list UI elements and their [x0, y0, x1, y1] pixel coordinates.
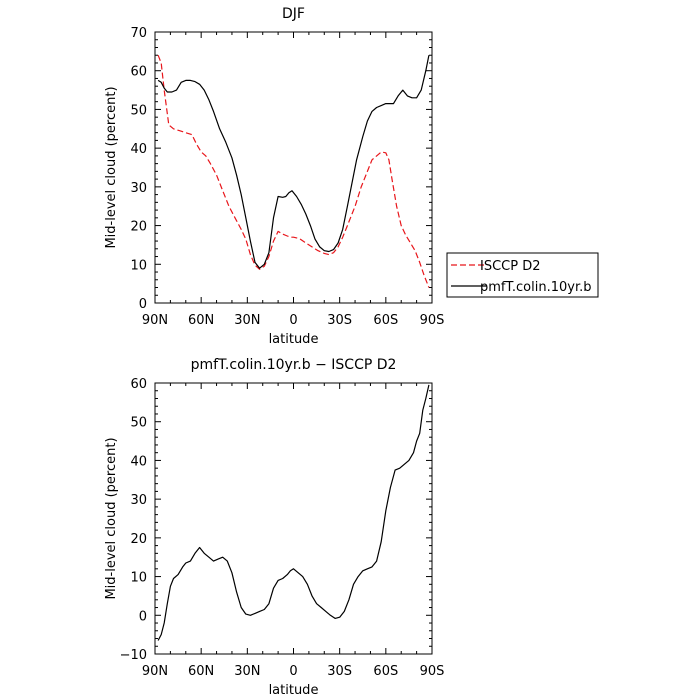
x-tick-label: 60S — [373, 664, 398, 679]
chart-title: DJF — [282, 6, 305, 22]
y-tick-label: 10 — [130, 571, 147, 586]
y-tick-label: 20 — [130, 220, 147, 235]
chart-panel-1: DJF 90N 60N 30N 0 30S 60S 90S 0 10 20 30 40 50 60 70 lat… — [104, 6, 599, 347]
y-tick-label: 0 — [139, 609, 147, 624]
legend: ISCCP D2 pmfT.colin.10yr.b — [446, 252, 599, 298]
y-tick-label: 60 — [130, 377, 147, 392]
y-axis-label: Mid-level cloud (percent) — [104, 86, 119, 248]
y-tick-label: −10 — [120, 648, 147, 663]
x-tick-label: 90S — [420, 313, 445, 328]
x-tick-label: 30N — [234, 664, 260, 679]
y-tick-label: 20 — [130, 532, 147, 547]
x-tick-label: 60N — [188, 313, 214, 328]
x-tick-label: 90N — [142, 664, 168, 679]
chart-panel-2: pmfT.colin.10yr.b − ISCCP D2 90N 60N 30N 0 30… — [104, 357, 444, 698]
x-tick-label: 90N — [142, 313, 168, 328]
x-tick-label: 30N — [234, 313, 260, 328]
x-tick-label: 30S — [327, 313, 352, 328]
x-tick-label: 90S — [420, 664, 445, 679]
x-tick-label: 0 — [289, 664, 297, 679]
x-axis-label: latitude — [269, 332, 319, 347]
plot-frame — [154, 382, 433, 655]
y-tick-label: 70 — [130, 26, 147, 41]
chart-title: pmfT.colin.10yr.b − ISCCP D2 — [191, 357, 397, 373]
x-tick-label: 30S — [327, 664, 352, 679]
y-tick-label: 30 — [130, 181, 147, 196]
y-tick-label: 60 — [130, 65, 147, 80]
legend-box — [446, 252, 599, 298]
y-tick-label: 0 — [139, 297, 147, 312]
y-tick-label: 30 — [130, 493, 147, 508]
series-line-pmft-colin-10yr-b — [157, 55, 430, 269]
x-tick-label: 60N — [188, 664, 214, 679]
series-line-isccp-d2 — [157, 54, 430, 288]
y-axis-label: Mid-level cloud (percent) — [104, 437, 119, 599]
y-tick-label: 50 — [130, 103, 147, 118]
y-tick-label: 40 — [130, 142, 147, 157]
x-tick-label: 60S — [373, 313, 398, 328]
y-tick-label: 40 — [130, 454, 147, 469]
series-line-difference — [157, 384, 430, 641]
y-tick-label: 10 — [130, 258, 147, 273]
x-tick-label: 0 — [289, 313, 297, 328]
y-tick-label: 50 — [130, 416, 147, 431]
legend-label: pmfT.colin.10yr.b — [480, 280, 592, 295]
x-axis-label: latitude — [269, 683, 319, 698]
legend-label: ISCCP D2 — [480, 259, 541, 274]
